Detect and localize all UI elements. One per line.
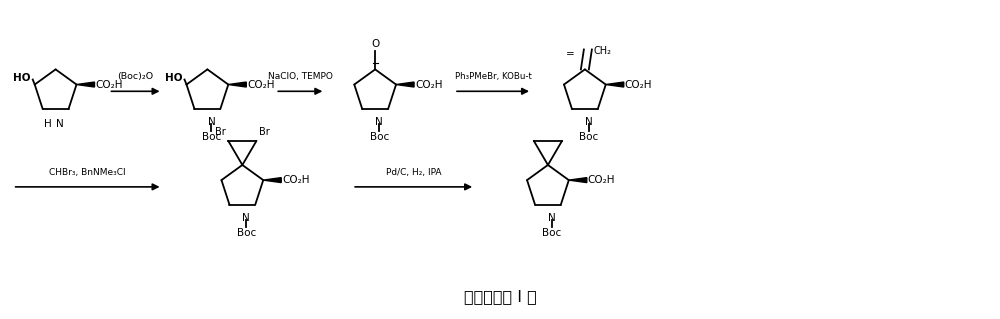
Text: Boc: Boc <box>370 132 389 142</box>
Text: CO₂H: CO₂H <box>282 175 310 185</box>
Text: Pd/C, H₂, IPA: Pd/C, H₂, IPA <box>386 168 442 177</box>
Polygon shape <box>228 82 246 87</box>
Text: CO₂H: CO₂H <box>95 79 123 90</box>
Text: N: N <box>56 119 63 129</box>
Text: Boc: Boc <box>202 132 221 142</box>
Text: N: N <box>208 117 215 127</box>
Polygon shape <box>396 82 414 87</box>
Text: NaClO, TEMPO: NaClO, TEMPO <box>268 72 333 81</box>
Text: CO₂H: CO₂H <box>588 175 615 185</box>
Text: CHBr₃, BnNMe₃Cl: CHBr₃, BnNMe₃Cl <box>49 168 126 177</box>
Text: N: N <box>548 212 556 223</box>
Text: Boc: Boc <box>237 227 256 238</box>
Polygon shape <box>569 178 587 182</box>
Text: =: = <box>566 49 575 59</box>
Text: N: N <box>585 117 593 127</box>
Text: CO₂H: CO₂H <box>247 79 275 90</box>
Text: N: N <box>242 212 250 223</box>
Text: CO₂H: CO₂H <box>415 79 443 90</box>
Text: (Boc)₂O: (Boc)₂O <box>117 72 154 81</box>
Text: Boc: Boc <box>542 227 562 238</box>
Text: Br: Br <box>259 127 270 137</box>
Text: （合成路线 I ）: （合成路线 I ） <box>464 289 536 304</box>
Text: Ph₃PMeBr, KOBu-t: Ph₃PMeBr, KOBu-t <box>455 72 531 81</box>
Polygon shape <box>77 82 94 87</box>
Text: Boc: Boc <box>579 132 599 142</box>
Polygon shape <box>263 178 281 182</box>
Text: N: N <box>375 117 383 127</box>
Text: HO: HO <box>13 72 31 83</box>
Polygon shape <box>606 82 624 87</box>
Text: HO: HO <box>165 72 183 83</box>
Text: CH₂: CH₂ <box>594 47 612 56</box>
Text: Br: Br <box>215 127 225 137</box>
Text: O: O <box>371 40 379 49</box>
Text: H: H <box>44 119 52 129</box>
Text: CO₂H: CO₂H <box>625 79 652 90</box>
